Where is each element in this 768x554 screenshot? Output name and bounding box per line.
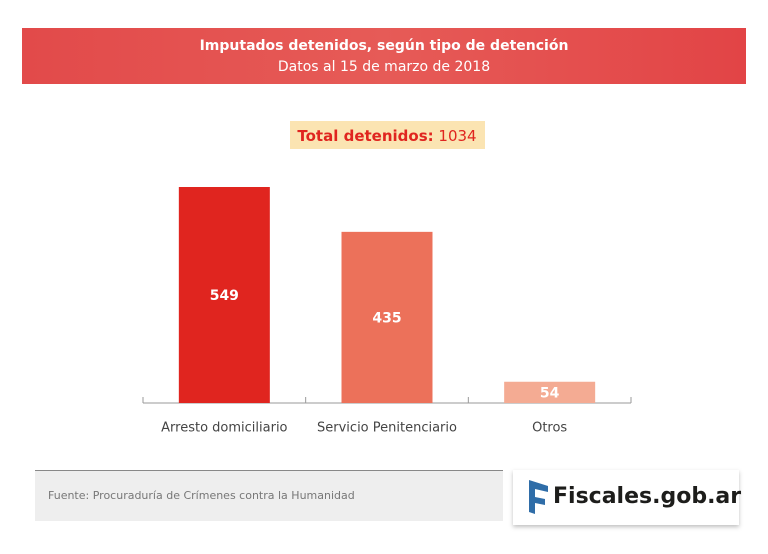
- bar: [178, 187, 270, 403]
- total-label: Total detenidos:: [297, 127, 433, 145]
- logo-icon: [529, 480, 548, 514]
- x-tick-label: Servicio Penitenciario: [317, 421, 457, 436]
- chart-subtitle: Datos al 15 de marzo de 2018: [278, 59, 490, 75]
- total-box: [290, 121, 485, 149]
- total-value: 1034: [438, 127, 476, 145]
- logo-box: [513, 470, 739, 525]
- x-tick-label: Otros: [532, 421, 567, 436]
- logo: Fiscales.gob.ar: [553, 484, 741, 509]
- value-label: 54: [540, 385, 560, 401]
- bar: [504, 381, 596, 403]
- chart-title: Imputados detenidos, según tipo de deten…: [200, 38, 569, 54]
- header: [22, 28, 746, 84]
- total: Total detenidos: 1034: [297, 127, 476, 145]
- source: Fuente: Procuraduría de Crímenes contra …: [48, 489, 355, 502]
- x-tick-label: Arresto domiciliario: [161, 421, 287, 436]
- bar: [341, 231, 433, 403]
- footer: [35, 470, 503, 521]
- value-label: 549: [210, 288, 239, 304]
- value-label: 435: [372, 310, 401, 326]
